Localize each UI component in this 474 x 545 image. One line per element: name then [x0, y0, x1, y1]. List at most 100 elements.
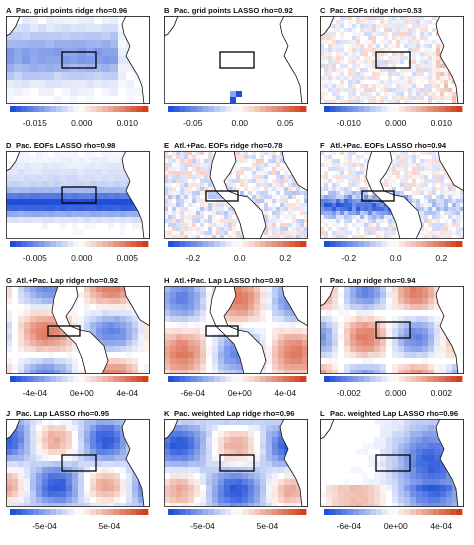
field-cell	[48, 370, 54, 374]
field-cell	[326, 503, 332, 507]
field-cell	[296, 203, 300, 207]
field-cell	[272, 364, 278, 370]
field-cell	[94, 32, 102, 40]
field-cell	[420, 219, 424, 223]
field-cell	[172, 211, 176, 215]
map-panel: D Pac. EOFs LASSO rho=0.98 -0.005 0.000 0.00…	[6, 140, 154, 270]
field-cell	[266, 304, 272, 310]
field-cell	[398, 449, 404, 455]
colorbar-swatch	[329, 241, 336, 247]
colorbar-tick-label: 5e-04	[256, 521, 279, 531]
field-cell	[336, 40, 340, 44]
field-cell	[396, 171, 400, 175]
field-cell	[96, 187, 102, 193]
field-cell	[380, 96, 384, 100]
field-cell	[170, 503, 176, 507]
field-cell	[120, 479, 126, 485]
map-panel: J Pac. Lap LASSO rho=0.95 -5e-04 5e-04	[6, 408, 154, 538]
field-cell	[332, 28, 336, 32]
field-cell	[396, 44, 400, 48]
colorbar-swatch	[179, 509, 186, 515]
field-cell	[412, 163, 416, 167]
field-cell	[324, 235, 328, 239]
field-cell	[340, 88, 344, 92]
field-cell	[72, 503, 78, 507]
field-cell	[244, 155, 248, 159]
field-cell	[436, 199, 440, 203]
field-cell	[60, 334, 66, 340]
colorbar-swatch	[96, 509, 103, 515]
field-cell	[434, 485, 440, 491]
field-cell	[332, 304, 338, 310]
field-cell	[200, 419, 206, 425]
field-cell	[276, 183, 280, 187]
field-cell	[212, 187, 216, 191]
field-cell	[410, 352, 416, 358]
field-cell	[364, 96, 368, 100]
field-cell	[398, 322, 404, 328]
field-cell	[268, 171, 272, 175]
field-cell	[278, 292, 284, 298]
field-cell	[48, 346, 54, 352]
field-cell	[12, 431, 18, 437]
field-cell	[336, 167, 340, 171]
field-cell	[320, 191, 324, 195]
field-cell	[428, 187, 432, 191]
field-cell	[404, 80, 408, 84]
field-cell	[90, 205, 96, 211]
field-cell	[376, 215, 380, 219]
field-cell	[352, 72, 356, 76]
field-cell	[60, 370, 66, 374]
colorbar-swatch	[38, 376, 45, 382]
field-cell	[344, 199, 348, 203]
field-cell	[120, 211, 126, 217]
field-cell	[278, 334, 284, 340]
field-cell	[420, 183, 424, 187]
field-cell	[260, 298, 266, 304]
field-cell	[338, 497, 344, 503]
field-cell	[70, 24, 78, 32]
field-cell	[200, 219, 204, 223]
field-cell	[356, 449, 362, 455]
field-cell	[264, 175, 268, 179]
field-cell	[268, 195, 272, 199]
field-cell	[126, 370, 132, 374]
field-cell	[380, 24, 384, 28]
field-cell	[364, 64, 368, 68]
field-cell	[332, 207, 336, 211]
field-cell	[428, 425, 434, 431]
field-cell	[424, 183, 428, 187]
field-cell	[448, 215, 452, 219]
field-cell	[412, 24, 416, 28]
field-cell	[384, 64, 388, 68]
field-cell	[432, 215, 436, 219]
colorbar-swatch	[136, 106, 143, 112]
field-cell	[264, 151, 268, 155]
field-cell	[344, 151, 348, 155]
colorbar-swatch	[125, 241, 132, 247]
field-cell	[404, 479, 410, 485]
field-cell	[410, 340, 416, 346]
colorbar-swatch	[427, 376, 434, 382]
field-cell	[240, 191, 244, 195]
field-cell	[78, 205, 84, 211]
field-cell	[114, 437, 120, 443]
field-cell	[108, 223, 114, 229]
field-cell	[204, 235, 208, 239]
colorbar-swatch	[73, 241, 80, 247]
colorbar-swatch	[168, 376, 175, 382]
field-cell	[320, 346, 326, 352]
field-cell	[24, 211, 30, 217]
field-cell	[336, 44, 340, 48]
field-cell	[48, 364, 54, 370]
field-cell	[144, 322, 150, 328]
field-cell	[268, 199, 272, 203]
field-cell	[364, 40, 368, 44]
field-cell	[356, 52, 360, 56]
field-cell	[208, 235, 212, 239]
field-cell	[18, 455, 24, 461]
field-cell	[420, 231, 424, 235]
field-cell	[408, 28, 412, 32]
field-cell	[248, 191, 252, 195]
field-cell	[422, 286, 428, 292]
